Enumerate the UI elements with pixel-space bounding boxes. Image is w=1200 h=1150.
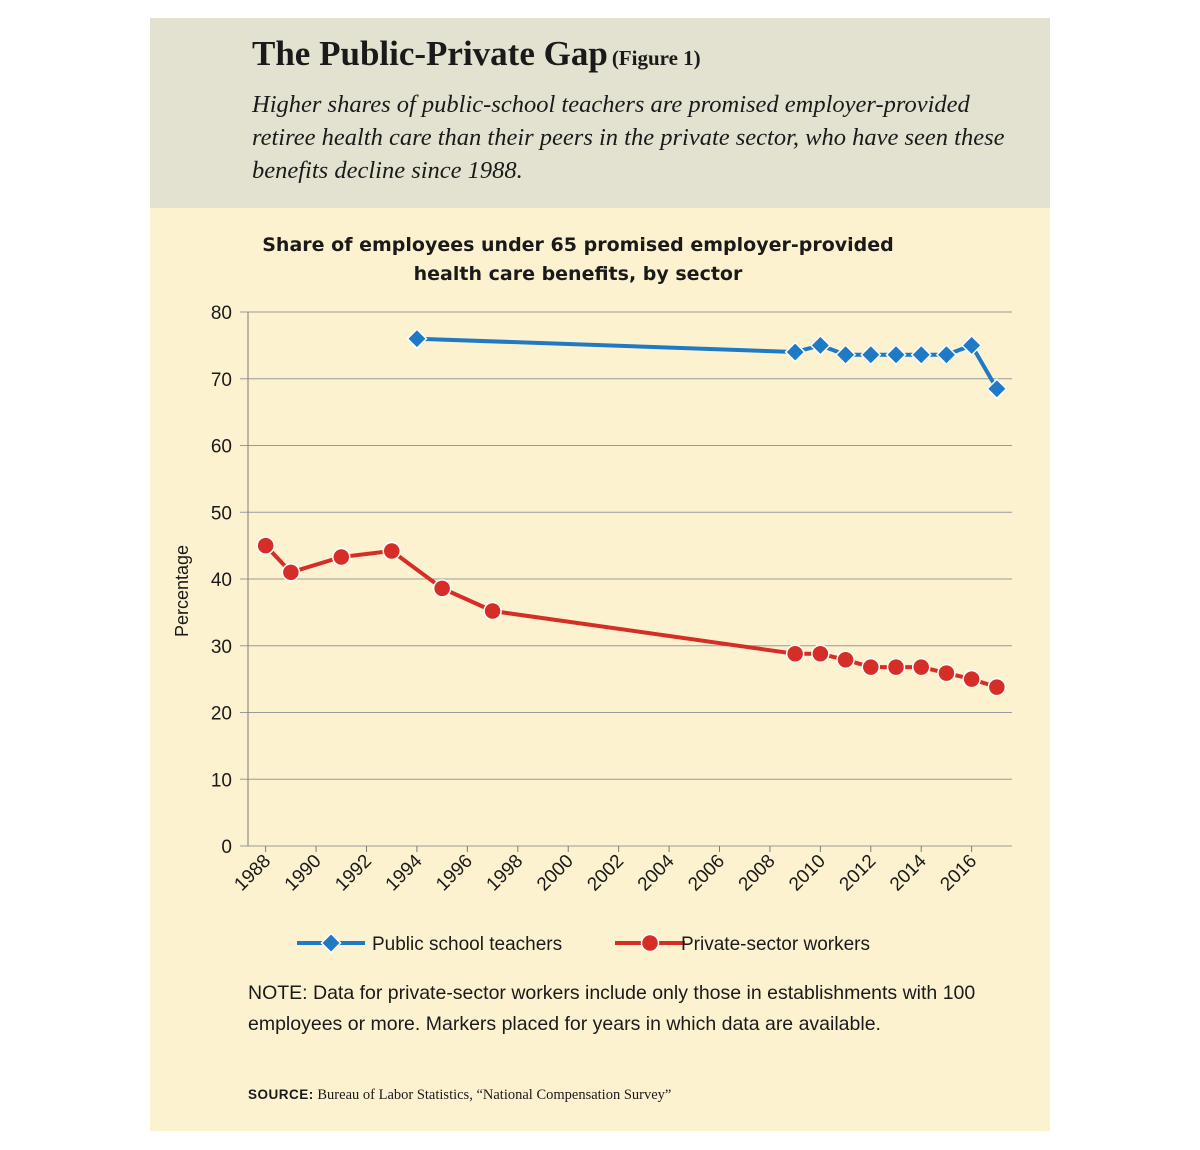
data-point-circle	[861, 657, 881, 677]
y-axis-label: Percentage	[172, 545, 192, 637]
chart-source: SOURCE: Bureau of Labor Statistics, “Nat…	[248, 1087, 1008, 1104]
data-point-diamond	[809, 334, 831, 356]
figure-panel: The Public-Private Gap (Figure 1) Higher …	[150, 18, 1050, 1131]
x-tick-label: 2008	[735, 851, 780, 896]
x-tick-label: 2016	[936, 851, 981, 896]
y-tick-label: 70	[211, 370, 232, 391]
plot-area	[256, 328, 1008, 697]
x-tick-label: 1988	[230, 851, 275, 896]
data-point-circle	[256, 536, 275, 555]
y-tick-label: 30	[211, 637, 232, 658]
data-point-circle	[432, 579, 452, 598]
data-point-circle	[811, 644, 830, 664]
y-tick-label: 40	[211, 570, 232, 591]
legend-diamond-icon	[320, 932, 342, 954]
figure-title-text: The Public-Private Gap	[252, 34, 608, 73]
legend-item: Private-sector workers	[615, 933, 870, 955]
data-point-diamond	[986, 378, 1008, 400]
data-point-circle	[911, 657, 931, 677]
x-tick-label: 2012	[836, 851, 881, 896]
data-point-circle	[937, 663, 956, 683]
x-tick-label: 2014	[886, 850, 931, 895]
line-chart: 0 10 20 30 40 50 60 70 80 1988 1990 1992 1994 1996 19…	[172, 303, 1012, 955]
grid-lines	[240, 311, 1012, 847]
data-point-circle	[785, 644, 805, 664]
source-label: SOURCE:	[248, 1087, 314, 1102]
data-point-circle	[987, 677, 1007, 697]
legend-item: Public school teachers	[297, 932, 562, 955]
chart-title-line-1: Share of employees under 65 promised emp…	[262, 234, 894, 256]
data-point-circle	[886, 657, 906, 677]
data-point-circle	[836, 650, 855, 670]
legend-circle-icon	[640, 933, 660, 953]
figure-subtitle: Higher shares of public-school teachers …	[252, 91, 1005, 184]
y-tick-label: 10	[211, 770, 232, 791]
y-tick-label: 80	[211, 303, 232, 324]
data-point-diamond	[406, 328, 428, 350]
data-point-diamond	[961, 334, 983, 356]
x-tick-label: 1996	[432, 851, 477, 896]
legend-label: Public school teachers	[372, 934, 562, 955]
figure-number: (Figure 1)	[611, 46, 701, 70]
x-tick-label: 1994	[382, 850, 427, 895]
x-tick-label: 1990	[281, 851, 326, 896]
figure-title: The Public-Private Gap (Figure 1)	[252, 34, 701, 74]
data-point-diamond	[860, 344, 882, 366]
data-point-circle	[483, 601, 502, 621]
x-tick-label: 2000	[533, 851, 578, 896]
y-tick-label: 0	[221, 837, 232, 858]
y-tick-label: 60	[211, 437, 232, 458]
chart-title: Share of employees under 65 promised emp…	[250, 231, 906, 289]
data-point-diamond	[935, 344, 958, 366]
data-point-circle	[281, 563, 301, 582]
series-line-public-teachers	[416, 336, 999, 390]
x-tick-label: 2010	[785, 851, 830, 896]
data-point-circle	[382, 541, 401, 561]
x-tick-label: 1992	[331, 851, 376, 896]
y-tick-label: 50	[211, 503, 232, 524]
x-axis: 1988 1990 1992 1994 1996 1998 2000 2002 2004 2006…	[230, 846, 981, 895]
chart-title-line-2: health care benefits, by sector	[413, 263, 743, 285]
data-point-diamond	[835, 344, 857, 366]
x-tick-label: 1998	[483, 851, 528, 896]
source-text: Bureau of Labor Statistics, “National Co…	[317, 1087, 672, 1103]
x-tick-label: 2006	[684, 851, 729, 896]
data-point-diamond	[910, 344, 932, 366]
figure-header: The Public-Private Gap (Figure 1) Higher …	[150, 18, 1050, 208]
legend: Public school teachers Private-sector wor…	[297, 932, 870, 955]
data-point-diamond	[784, 341, 806, 363]
y-axis: 0 10 20 30 40 50 60 70 80	[211, 303, 249, 858]
legend-label: Private-sector workers	[681, 934, 870, 955]
y-tick-label: 20	[211, 704, 232, 725]
chart-note: NOTE: Data for private-sector workers in…	[248, 982, 976, 1035]
data-point-circle	[332, 547, 351, 567]
x-tick-label: 2004	[634, 850, 679, 895]
data-point-circle	[962, 669, 981, 689]
x-tick-label: 2002	[583, 851, 628, 896]
data-point-diamond	[885, 344, 907, 366]
